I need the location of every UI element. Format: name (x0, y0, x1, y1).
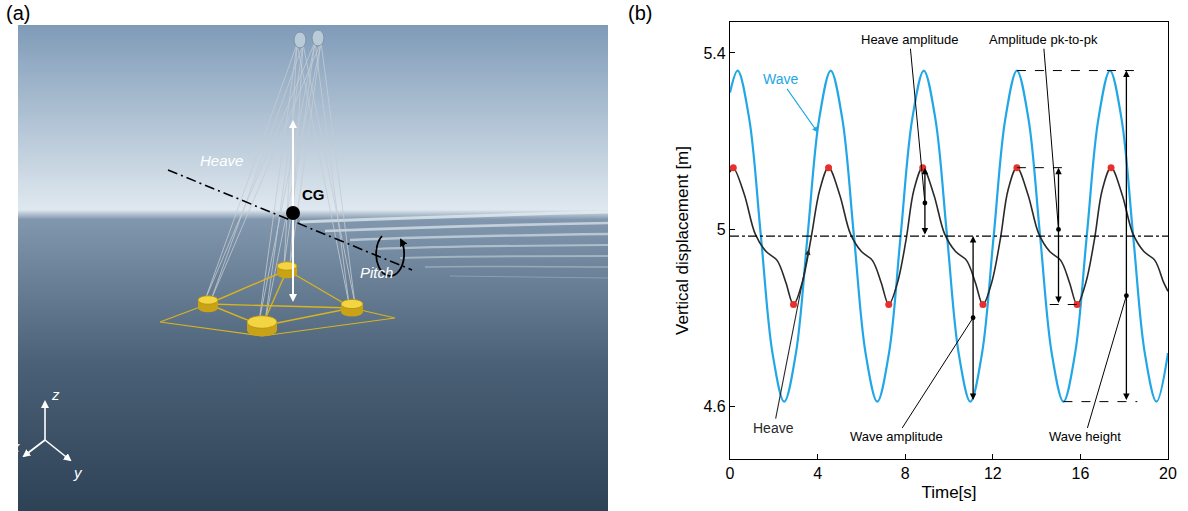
svg-text:Heave: Heave (753, 420, 794, 436)
svg-text:12: 12 (984, 465, 1002, 482)
svg-text:Pitch: Pitch (360, 264, 393, 281)
svg-text:Heave amplitude: Heave amplitude (861, 32, 959, 47)
svg-text:5: 5 (717, 221, 726, 238)
html-text:(a): (a) (6, 2, 31, 24)
svg-text:5.4: 5.4 (703, 45, 725, 62)
svg-text:CG: CG (302, 186, 325, 203)
svg-text:4: 4 (813, 465, 822, 482)
svg-text:16: 16 (1072, 465, 1090, 482)
svg-text:x: x (11, 438, 20, 455)
svg-text:Wave amplitude: Wave amplitude (850, 429, 943, 444)
svg-text:y: y (73, 464, 83, 481)
svg-text:8: 8 (901, 465, 910, 482)
svg-text:z: z (51, 386, 60, 403)
svg-text:Time[s]: Time[s] (921, 483, 976, 502)
svg-text:Wave height: Wave height (1049, 429, 1121, 444)
svg-text:0: 0 (726, 465, 735, 482)
html-text:(b): (b) (628, 2, 653, 24)
svg-text:4.6: 4.6 (703, 398, 725, 415)
svg-text:Amplitude pk-to-pk: Amplitude pk-to-pk (989, 32, 1098, 47)
svg-text:20: 20 (1159, 465, 1177, 482)
svg-text:Wave: Wave (763, 71, 798, 87)
svg-text:Heave: Heave (200, 152, 243, 169)
svg-text:Vertical displacement [m]: Vertical displacement [m] (673, 146, 692, 335)
